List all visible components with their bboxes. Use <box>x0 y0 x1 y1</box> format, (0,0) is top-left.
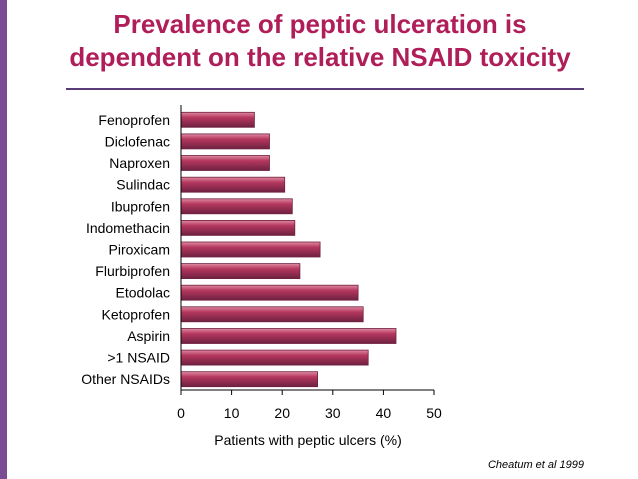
x-tick-label: 50 <box>426 405 442 421</box>
slide-title: Prevalence of peptic ulceration is depen… <box>20 8 620 74</box>
x-tick-label: 0 <box>177 405 185 421</box>
category-label: Flurbiprofen <box>95 263 170 279</box>
bar-piroxicam <box>180 241 321 258</box>
x-tick-label: 40 <box>376 405 392 421</box>
category-label: Etodolac <box>116 285 170 301</box>
category-label: Ketoprofen <box>102 306 171 322</box>
bar-fenoprofen <box>180 111 255 128</box>
x-tick-label: 10 <box>224 405 240 421</box>
slide-title-line-1: Prevalence of peptic ulceration is <box>113 9 527 39</box>
category-label: Piroxicam <box>109 242 170 258</box>
bar-diclofenac <box>180 133 270 150</box>
bar-etodolac <box>180 284 359 301</box>
citation: Cheatum et al 1999 <box>487 459 584 471</box>
category-label: Aspirin <box>127 328 170 344</box>
category-label: Sulindac <box>116 177 170 193</box>
category-label: >1 NSAID <box>107 350 170 366</box>
bar-ibuprofen <box>180 198 293 215</box>
category-label: Ibuprofen <box>111 198 170 214</box>
bar-flurbiprofen <box>180 263 301 280</box>
bar-sulindac <box>180 176 286 193</box>
axes: 0 10 20 30 40 50 <box>177 105 442 421</box>
title-divider <box>66 88 584 90</box>
bar--1-nsaid <box>180 349 369 366</box>
slide-accent-bar <box>0 0 7 479</box>
bar-other-nsaids <box>180 371 319 388</box>
category-labels: Fenoprofen Diclofenac Naproxen Sulindac Ibup… <box>81 112 170 387</box>
bar-naproxen <box>180 155 270 171</box>
bar-ketoprofen <box>180 306 364 323</box>
category-label: Naproxen <box>109 155 170 171</box>
x-tick-label: 30 <box>325 405 341 421</box>
category-label: Indomethacin <box>86 220 170 236</box>
x-axis-label: Patients with peptic ulcers (%) <box>214 432 402 448</box>
category-label: Fenoprofen <box>98 112 170 128</box>
slide-title-line-2: dependent on the relative NSAID toxicity <box>69 42 571 72</box>
category-label: Other NSAIDs <box>81 371 170 387</box>
category-label: Diclofenac <box>105 133 170 149</box>
x-tick-label: 20 <box>274 405 290 421</box>
bar-aspirin <box>180 328 397 344</box>
bar-indomethacin <box>180 219 296 236</box>
bars-layer <box>180 111 397 388</box>
